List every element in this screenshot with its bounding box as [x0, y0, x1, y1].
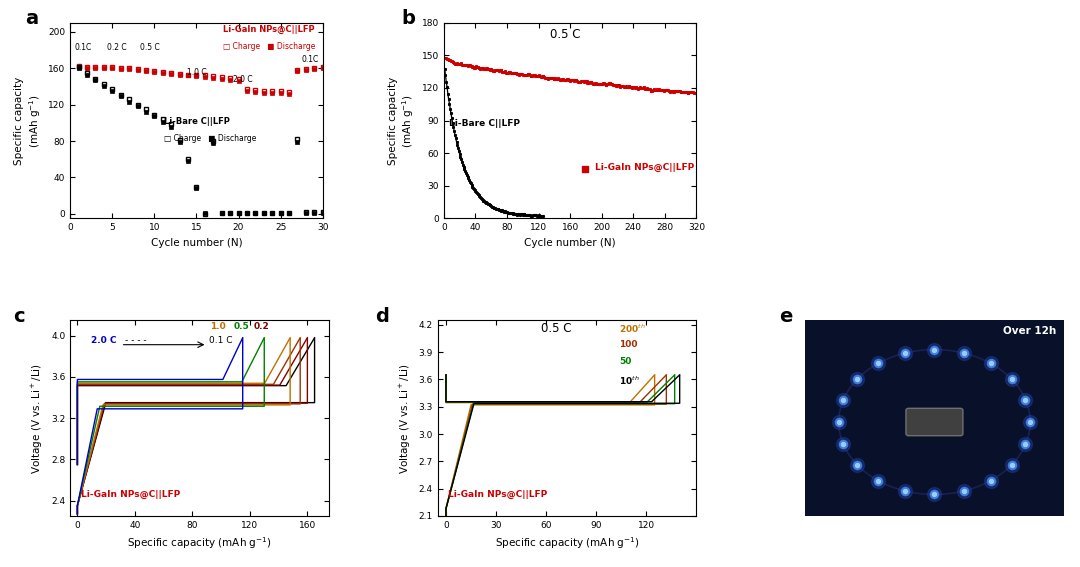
- Text: - - - -: - - - -: [124, 336, 146, 345]
- Text: e: e: [779, 307, 793, 325]
- Text: 0.5 C: 0.5 C: [140, 43, 160, 52]
- Text: 0.1 C: 0.1 C: [208, 336, 232, 345]
- Y-axis label: Specific capacity
(mAh g$^{-1}$): Specific capacity (mAh g$^{-1}$): [14, 77, 42, 164]
- Text: 2.0 C: 2.0 C: [233, 75, 253, 84]
- Y-axis label: Specific capacity
(mAh g$^{-1}$): Specific capacity (mAh g$^{-1}$): [388, 77, 416, 164]
- Text: 2.0 C: 2.0 C: [91, 336, 117, 345]
- Y-axis label: Voltage (V vs. Li$^+$/Li): Voltage (V vs. Li$^+$/Li): [397, 363, 413, 473]
- Text: 50: 50: [619, 357, 631, 366]
- Text: Li-Bare C||LFP: Li-Bare C||LFP: [164, 117, 229, 126]
- X-axis label: Specific capacity (mAh g$^{-1}$): Specific capacity (mAh g$^{-1}$): [127, 535, 272, 551]
- Text: 1.0: 1.0: [210, 322, 226, 331]
- Text: Li-Bare C||LFP: Li-Bare C||LFP: [449, 120, 519, 129]
- Text: □ Charge   ■ Discharge: □ Charge ■ Discharge: [222, 43, 315, 51]
- X-axis label: Cycle number (N): Cycle number (N): [150, 238, 242, 248]
- Text: 0.5: 0.5: [233, 322, 249, 331]
- Text: 1.0 C: 1.0 C: [187, 68, 206, 77]
- Text: Li-GaIn NPs@C||LFP: Li-GaIn NPs@C||LFP: [81, 489, 179, 498]
- Text: 0.1C: 0.1C: [75, 43, 92, 52]
- FancyBboxPatch shape: [906, 408, 963, 435]
- FancyBboxPatch shape: [805, 320, 1064, 516]
- X-axis label: Specific capacity (mAh g$^{-1}$): Specific capacity (mAh g$^{-1}$): [495, 535, 639, 551]
- Text: 10$^{th}$: 10$^{th}$: [619, 375, 639, 387]
- Y-axis label: Voltage (V vs. Li$^+$/Li): Voltage (V vs. Li$^+$/Li): [30, 363, 45, 473]
- Text: □ Charge   ■ Discharge: □ Charge ■ Discharge: [164, 134, 256, 143]
- Text: b: b: [401, 9, 415, 28]
- Text: Li-GaIn NPs@C||LFP: Li-GaIn NPs@C||LFP: [224, 24, 315, 34]
- Text: 0.5 C: 0.5 C: [550, 28, 580, 41]
- Text: 0.2 C: 0.2 C: [107, 43, 126, 52]
- Text: Over 12h: Over 12h: [1003, 326, 1056, 336]
- X-axis label: Cycle number (N): Cycle number (N): [524, 238, 616, 248]
- Text: c: c: [13, 307, 25, 325]
- Text: 200$^{th}$: 200$^{th}$: [619, 322, 646, 335]
- Text: a: a: [25, 9, 38, 28]
- Text: d: d: [376, 307, 390, 325]
- Text: 100: 100: [619, 340, 637, 349]
- Text: Li-GaIn NPs@C||LFP: Li-GaIn NPs@C||LFP: [448, 489, 548, 498]
- Text: 0.5 C: 0.5 C: [541, 322, 571, 335]
- Text: 0.2: 0.2: [254, 322, 270, 331]
- Text: 0.1C: 0.1C: [301, 54, 319, 64]
- Text: Li-GaIn NPs@C||LFP: Li-GaIn NPs@C||LFP: [595, 163, 694, 172]
